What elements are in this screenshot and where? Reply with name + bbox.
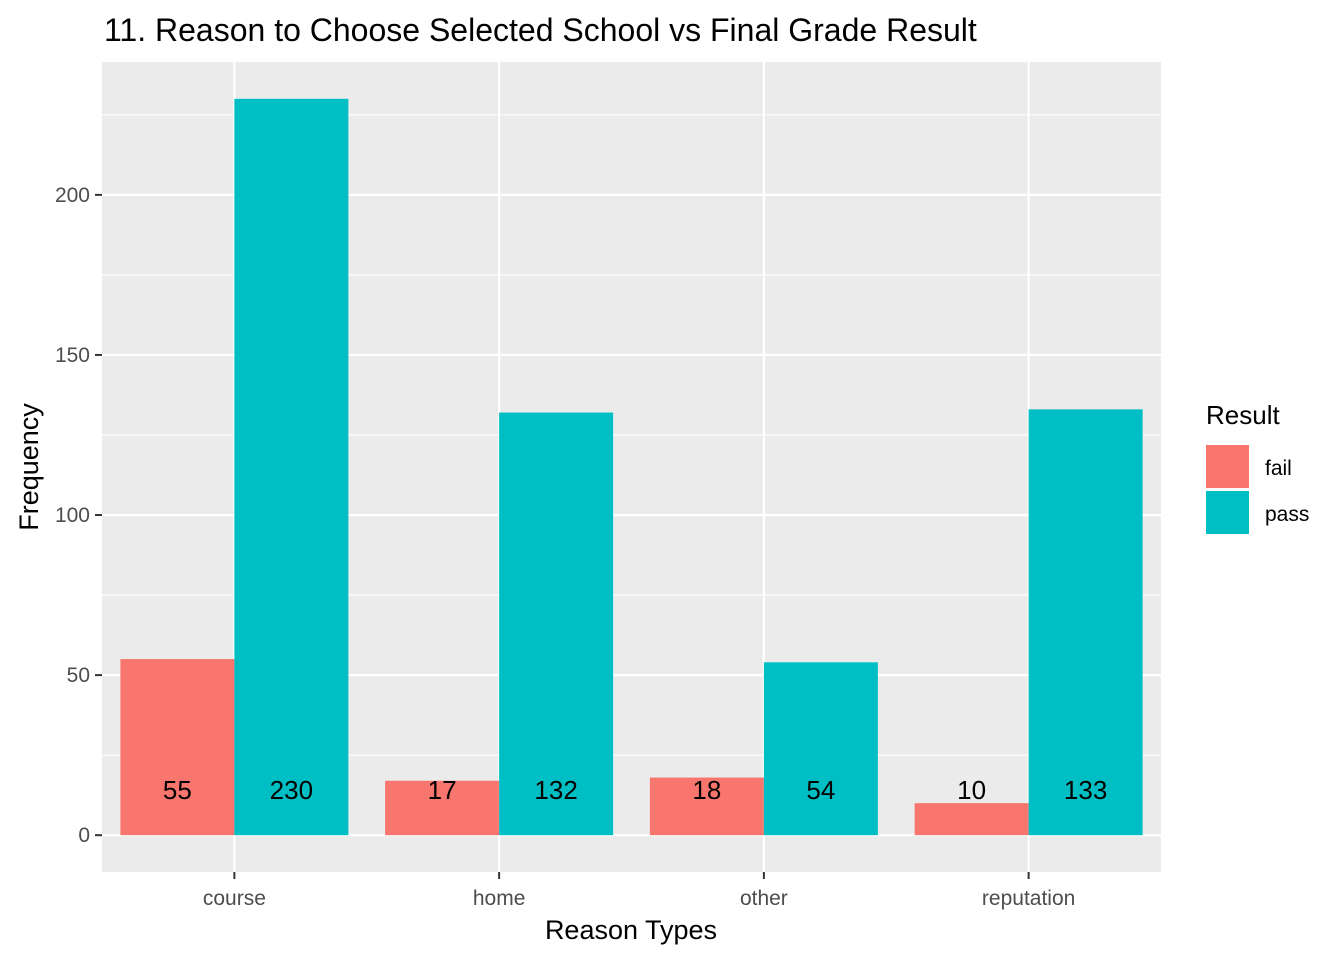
legend-label-pass: pass xyxy=(1265,503,1309,526)
legend-title: Result xyxy=(1206,400,1280,430)
bar-pass-other xyxy=(763,662,878,836)
y-axis: 0 50 100 150 200 xyxy=(55,184,102,847)
bar-label-pass-other: 54 xyxy=(806,775,835,805)
bar-label-fail-course: 55 xyxy=(163,775,192,805)
bar-label-pass-course: 230 xyxy=(270,775,313,805)
bar-labels-group: 55 230 17 132 18 54 10 133 xyxy=(163,775,1107,805)
legend-label-fail: fail xyxy=(1265,457,1292,480)
bar-fail-reputation xyxy=(914,803,1029,836)
legend: Result fail pass xyxy=(1206,400,1309,534)
bar-label-fail-home: 17 xyxy=(428,775,457,805)
bar-label-fail-reputation: 10 xyxy=(957,775,986,805)
bar-fail-other xyxy=(649,777,764,836)
bar-fail-course xyxy=(120,659,235,836)
x-axis-title: Reason Types xyxy=(545,915,717,945)
bars-group xyxy=(120,98,1143,836)
x-tick-label-home: home xyxy=(473,887,526,910)
bar-fail-home xyxy=(385,780,500,836)
bar-pass-home xyxy=(499,412,614,836)
bar-label-pass-reputation: 133 xyxy=(1064,775,1107,805)
x-axis: course home other reputation xyxy=(203,872,1075,910)
bar-label-pass-home: 132 xyxy=(534,775,577,805)
y-axis-title: Frequency xyxy=(14,403,44,531)
y-tick-label: 150 xyxy=(55,344,90,367)
x-tick-label-reputation: reputation xyxy=(982,887,1075,910)
y-tick-label: 200 xyxy=(55,184,90,207)
chart-title: 11. Reason to Choose Selected School vs … xyxy=(104,12,977,48)
legend-key-fail xyxy=(1206,445,1249,488)
y-tick-label: 0 xyxy=(78,824,90,847)
y-tick-label: 100 xyxy=(55,504,90,527)
bar-pass-course xyxy=(234,98,349,836)
x-tick-label-other: other xyxy=(740,887,788,910)
x-tick-label-course: course xyxy=(203,887,266,910)
legend-key-pass xyxy=(1206,491,1249,534)
bar-pass-reputation xyxy=(1028,409,1143,836)
y-tick-label: 50 xyxy=(67,664,90,687)
bar-label-fail-other: 18 xyxy=(692,775,721,805)
